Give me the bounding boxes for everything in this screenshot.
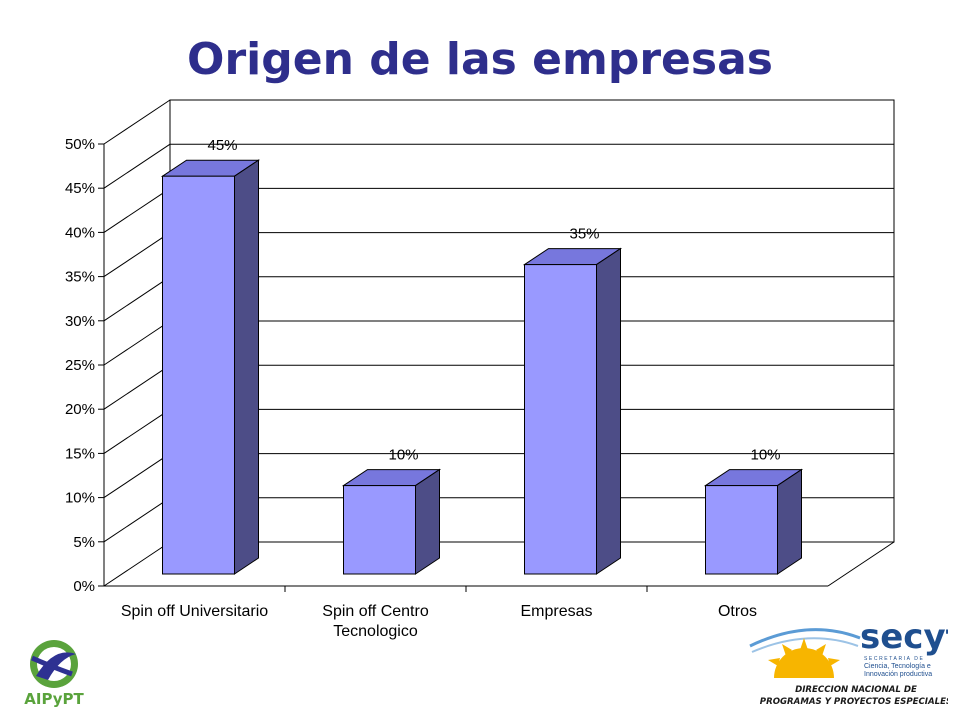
gridline-diagonal xyxy=(103,497,171,543)
y-tick-label: 20% xyxy=(65,401,95,418)
data-label: 10% xyxy=(750,447,780,464)
x-tick-labels: Spin off Universitario Spin off Centro Tec… xyxy=(121,603,757,640)
y-tick-label: 45% xyxy=(65,180,95,197)
bar xyxy=(341,468,442,575)
data-label: 10% xyxy=(388,447,418,464)
bar-side xyxy=(234,159,259,575)
y-tick-label: 35% xyxy=(65,269,95,286)
x-tick-label: Spin off Centro xyxy=(322,603,429,620)
y-tick-label: 0% xyxy=(73,578,95,595)
gridline-diagonal xyxy=(103,99,171,145)
gridline-diagonal xyxy=(103,232,171,278)
floor-edge xyxy=(827,541,895,587)
svg-text:Ciencia, Tecnología e: Ciencia, Tecnología e xyxy=(864,663,931,670)
chart-title: Origen de las empresas xyxy=(187,34,773,85)
svg-text:secyt: secyt xyxy=(860,617,948,657)
bar-front xyxy=(705,485,778,575)
bar xyxy=(522,247,623,575)
bar xyxy=(703,468,804,575)
svg-text:DIRECCION NACIONAL DE: DIRECCION NACIONAL DE xyxy=(795,685,917,695)
gridline-diagonal xyxy=(103,320,171,366)
gridline-diagonal xyxy=(103,364,171,410)
gridline-diagonal xyxy=(103,187,171,233)
aipypt-logo: AIPyPT xyxy=(24,640,84,708)
svg-text:PROGRAMAS Y PROYECTOS ESPECIAL: PROGRAMAS Y PROYECTOS ESPECIALES xyxy=(760,697,948,707)
bar-front xyxy=(162,175,235,575)
x-tick-label: Spin off Universitario xyxy=(121,603,268,620)
svg-text:Innovación productiva: Innovación productiva xyxy=(864,671,932,678)
data-label: 35% xyxy=(569,226,599,243)
svg-text:AIPyPT: AIPyPT xyxy=(24,690,84,708)
y-tick-label: 25% xyxy=(65,357,95,374)
gridline-diagonal xyxy=(103,541,171,587)
bar-side xyxy=(596,247,621,575)
bar-front xyxy=(343,485,416,575)
bars: 45% 10% 35% 10% xyxy=(160,137,804,575)
gridline-diagonal xyxy=(103,143,171,189)
gridline-diagonal xyxy=(103,453,171,499)
y-tick-label: 40% xyxy=(65,224,95,241)
y-tick-label: 50% xyxy=(65,136,95,153)
x-tick-label: Otros xyxy=(718,603,757,620)
x-tick-label: Tecnologico xyxy=(333,623,418,640)
bar-front xyxy=(524,264,597,575)
y-tick-label: 15% xyxy=(65,445,95,462)
secyt-logo: secyt SECRETARIA DE Ciencia, Tecnología … xyxy=(749,617,948,707)
data-label: 45% xyxy=(207,137,237,154)
bar-side xyxy=(415,468,440,575)
x-tick-label: Empresas xyxy=(520,603,592,620)
y-tick-label: 5% xyxy=(73,534,95,551)
bar-side xyxy=(777,468,802,575)
y-tick-label: 30% xyxy=(65,313,95,330)
svg-text:SECRETARIA DE: SECRETARIA DE xyxy=(864,656,924,662)
gridline-diagonal xyxy=(103,276,171,322)
bar xyxy=(160,159,261,575)
y-tick-label: 10% xyxy=(65,490,95,507)
gridline-diagonal xyxy=(103,408,171,454)
